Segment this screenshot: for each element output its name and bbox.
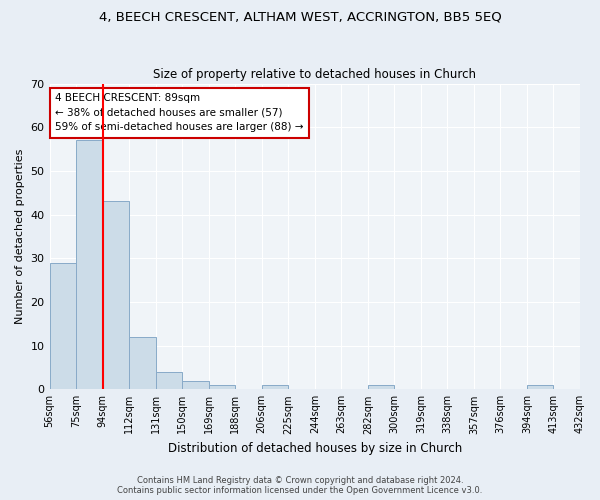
Bar: [50, 262, 76, 390]
Y-axis label: Number of detached properties: Number of detached properties: [15, 148, 25, 324]
X-axis label: Distribution of detached houses by size in Church: Distribution of detached houses by size …: [167, 442, 462, 455]
Bar: [262, 385, 288, 390]
Bar: [155, 372, 182, 390]
Title: Size of property relative to detached houses in Church: Size of property relative to detached ho…: [153, 68, 476, 81]
Bar: [527, 385, 553, 390]
Bar: [103, 202, 129, 390]
Bar: [129, 337, 155, 390]
Text: Contains HM Land Registry data © Crown copyright and database right 2024.
Contai: Contains HM Land Registry data © Crown c…: [118, 476, 482, 495]
Bar: [182, 380, 209, 390]
Bar: [368, 385, 394, 390]
Bar: [209, 385, 235, 390]
Bar: [76, 140, 103, 390]
Text: 4, BEECH CRESCENT, ALTHAM WEST, ACCRINGTON, BB5 5EQ: 4, BEECH CRESCENT, ALTHAM WEST, ACCRINGT…: [98, 10, 502, 23]
Text: 4 BEECH CRESCENT: 89sqm
← 38% of detached houses are smaller (57)
59% of semi-de: 4 BEECH CRESCENT: 89sqm ← 38% of detache…: [55, 92, 304, 132]
